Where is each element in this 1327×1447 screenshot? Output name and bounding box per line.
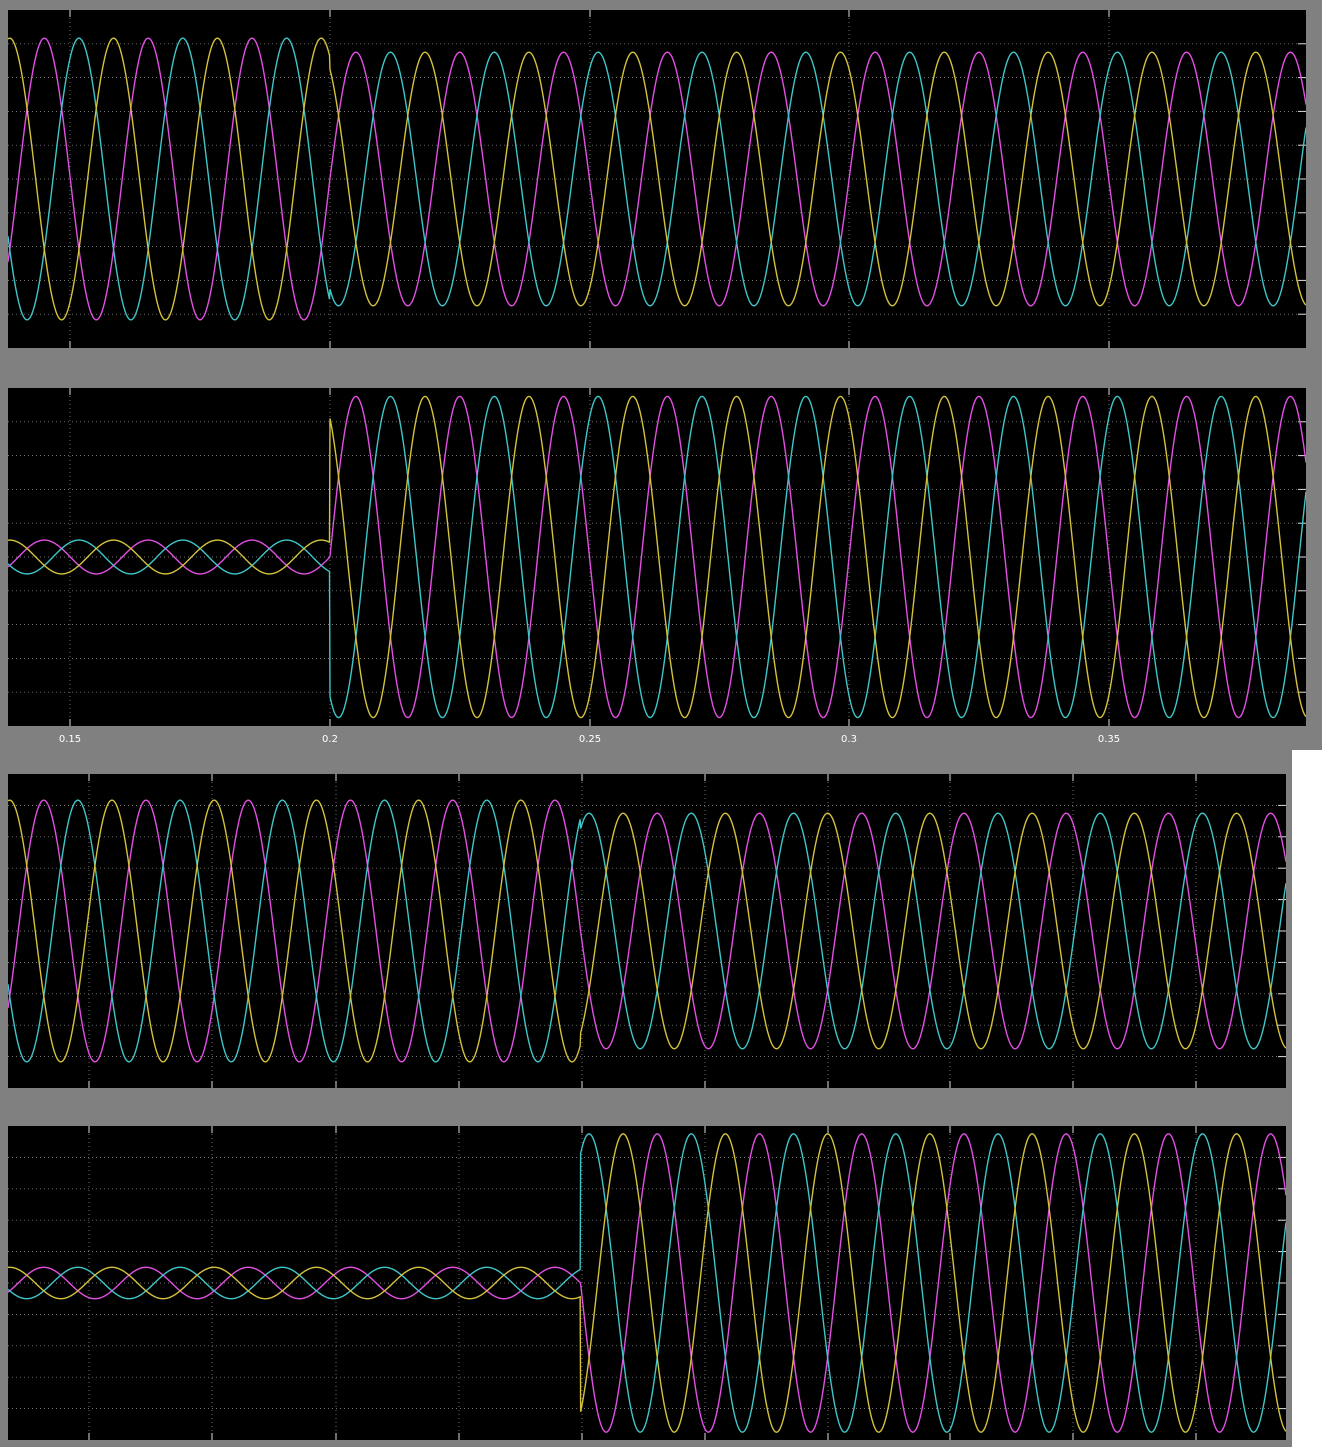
trace-phase-2 (8, 799, 1286, 1063)
scope-figure-bottom (0, 750, 1292, 1447)
plot-background (8, 1126, 1286, 1440)
x-tick-label: 0.15 (59, 734, 81, 745)
x-tick-label: 0.35 (1098, 734, 1120, 745)
trace-phase-3 (8, 1133, 1286, 1433)
scope-figure-top: 0.15 0.2 0.25 0.3 0.35 (0, 0, 1322, 750)
scope-svg-bottom (8, 774, 1286, 1440)
trace-phase-2 (8, 37, 1306, 321)
scope-panel-bottom-2 (8, 1126, 1286, 1440)
scope-panel-top-2 (8, 388, 1306, 726)
trace-phase-3 (8, 799, 1286, 1063)
trace-phase-2 (8, 1133, 1286, 1433)
scope-panel-top-1 (8, 10, 1306, 348)
trace-phase-3 (8, 395, 1306, 719)
trace-phase-1 (8, 37, 1306, 321)
x-tick-label: 0.2 (322, 734, 338, 745)
trace-phase-1 (8, 395, 1306, 719)
x-tick-label: 0.3 (841, 734, 857, 745)
trace-phase-1 (8, 1133, 1286, 1433)
x-tick-label: 0.25 (579, 734, 601, 745)
trace-phase-1 (8, 799, 1286, 1063)
trace-phase-3 (8, 37, 1306, 321)
scope-svg-top: 0.15 0.2 0.25 0.3 0.35 (8, 10, 1306, 745)
trace-phase-2 (8, 395, 1306, 719)
scope-panel-bottom-1 (8, 774, 1286, 1088)
